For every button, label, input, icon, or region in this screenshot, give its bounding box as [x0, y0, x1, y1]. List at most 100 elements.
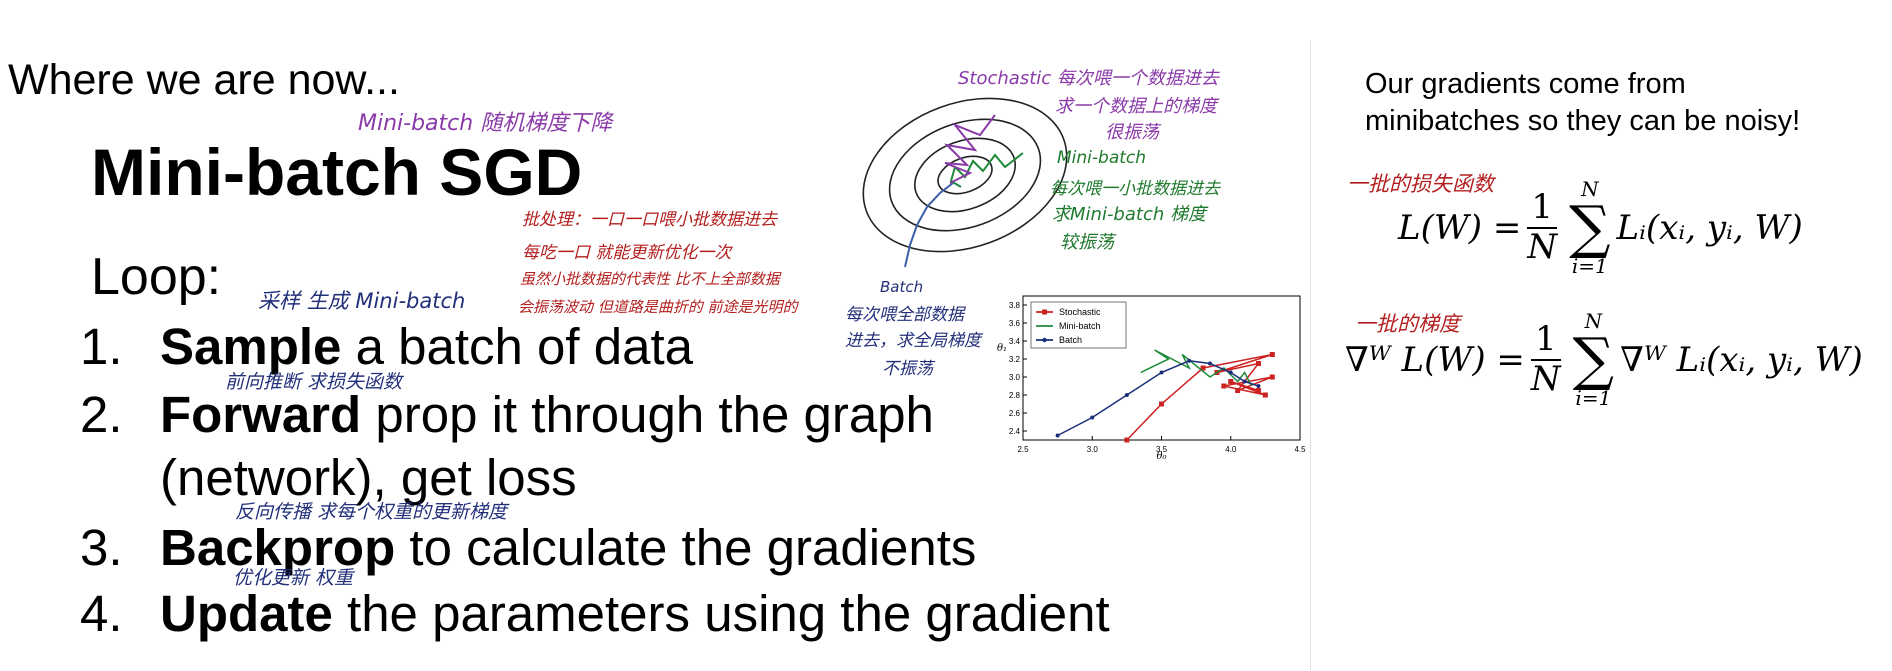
fraction-denominator: N [1527, 226, 1558, 267]
batch-note: 进去，求全局梯度 [845, 331, 981, 351]
x-tick-label: 3.5 [1156, 445, 1168, 454]
legend-label: Mini-batch [1059, 321, 1101, 331]
data-point [1055, 433, 1060, 438]
stochastic-note: Stochastic 每次喂一个数据进去 [958, 68, 1219, 89]
gradient-label: 一批的梯度 [1355, 312, 1460, 336]
sample-note: 采样 生成 Mini-batch [258, 289, 466, 313]
noise-note-line1: Our gradients come from [1365, 68, 1686, 100]
data-point [1187, 358, 1192, 363]
x-axis-label: θ₀ [1156, 451, 1166, 462]
batch-note: Batch [880, 278, 924, 296]
legend-marker [1042, 309, 1047, 315]
y-tick-label: 3.0 [1009, 373, 1021, 382]
minibatch-note: 较振荡 [1060, 232, 1114, 253]
data-point [1221, 383, 1227, 389]
y-tick-label: 3.6 [1009, 319, 1021, 328]
step-keyword: Forward [160, 386, 362, 443]
step-backprop: Backprop to calculate the gradients [160, 518, 976, 577]
step-forward-continued: (network), get loss [160, 449, 577, 506]
step-keyword: Sample [160, 318, 342, 375]
summation: N ∑ i=1 [1572, 309, 1615, 411]
x-tick-label: 4.5 [1294, 445, 1306, 454]
equation-rhs: Lᵢ(xᵢ, yᵢ, W) [1616, 207, 1803, 248]
step-update: Update the parameters using the gradient [160, 584, 1110, 643]
data-point [1255, 361, 1261, 366]
step-number: 3. [80, 519, 123, 576]
stochastic-path [944, 114, 996, 184]
batch-note: 不振荡 [882, 359, 933, 379]
y-tick-label: 3.2 [1009, 355, 1021, 364]
sum-upper-limit: N [1581, 177, 1599, 201]
batch-process-note: 每吃一口 就能更新优化一次 [522, 243, 732, 263]
data-point [1262, 392, 1268, 398]
loop-label: Loop: [91, 248, 222, 306]
x-tick-label: 2.5 [1017, 445, 1029, 454]
noise-note-line2: minibatches so they can be noisy! [1365, 105, 1801, 137]
data-point [1124, 393, 1129, 397]
contour-diagram [862, 97, 1068, 268]
data-point [1159, 370, 1164, 375]
minibatch-note: 每次喂一小批数据进去 [1050, 179, 1220, 199]
x-tick-label: 3.0 [1087, 445, 1099, 454]
update-note: 优化更新 权重 [233, 567, 354, 589]
fraction-numerator: 1 [1527, 188, 1558, 229]
data-point [1255, 388, 1261, 393]
y-axis-label: θ₁ [997, 343, 1007, 354]
batch-process-note: 会振荡波动 但道路是曲折的 前途是光明的 [518, 298, 798, 316]
data-point [1124, 437, 1130, 443]
minibatch-note: 求Mini-batch 梯度 [1052, 204, 1206, 225]
y-tick-label: 2.6 [1009, 409, 1021, 418]
fraction-numerator: 1 [1530, 320, 1561, 361]
data-point [1200, 365, 1206, 371]
legend-label: Stochastic [1059, 307, 1101, 317]
contour-ellipse [937, 155, 993, 195]
step-text: the parameters using the gradient [332, 585, 1110, 642]
y-tick-label: 3.8 [1009, 301, 1021, 310]
step-number: 1. [80, 318, 123, 375]
sum-lower-limit: i=1 [1575, 386, 1612, 411]
optimization-path-chart: 2.5 3.0 3.5 4.0 4.5 2.4 2.6 2.8 3.0 3.2 3.4 3.6 3.8 θ… [997, 295, 1306, 462]
minibatch-note: Mini-batch [1057, 148, 1147, 168]
step-number: 4. [80, 585, 123, 642]
loss-label: 一批的损失函数 [1347, 172, 1494, 196]
equation-lhs: L(W) = [1398, 207, 1522, 248]
sum-lower-limit: i=1 [1571, 254, 1608, 279]
legend-label: Batch [1059, 335, 1082, 345]
batch-process-note: 批处理：一口一口喂小批数据进去 [522, 210, 777, 230]
y-tick-label: 2.4 [1009, 427, 1021, 436]
data-point [1269, 352, 1275, 357]
y-tick-label: 3.4 [1009, 337, 1021, 346]
contour-ellipse [862, 97, 1068, 253]
batch-note: 每次喂全部数据 [845, 305, 964, 325]
step-text: a batch of data [341, 318, 694, 375]
slide-divider [1310, 40, 1311, 670]
backprop-note: 反向传播 求每个权重的更新梯度 [235, 501, 508, 523]
step-keyword: Backprop [160, 519, 396, 576]
series-line [1140, 349, 1253, 387]
step-text: prop it through the graph [361, 386, 934, 443]
data-point [1228, 370, 1233, 375]
data-point [1235, 388, 1241, 393]
sum-upper-limit: N [1584, 309, 1603, 333]
stochastic-note: 很振荡 [1105, 122, 1159, 143]
data-point [1090, 415, 1095, 420]
step-text: to calculate the gradients [395, 519, 977, 576]
fraction-denominator: N [1530, 358, 1561, 399]
minibatch-path [949, 152, 1024, 188]
batch-path [904, 182, 954, 268]
contour-ellipse [888, 118, 1042, 232]
forward-note: 前向推断 求损失函数 [225, 371, 403, 393]
batch-process-note: 虽然小批数据的代表性 比不上全部数据 [520, 270, 780, 288]
data-point [1242, 379, 1247, 384]
legend-marker [1042, 337, 1047, 343]
slide-title: Mini-batch SGD [91, 135, 583, 209]
data-point [1269, 374, 1275, 380]
contour-ellipse [913, 137, 1017, 213]
x-tick-label: 4.0 [1225, 445, 1237, 454]
summation: N ∑ i=1 [1569, 177, 1611, 279]
data-point [1256, 384, 1261, 388]
stochastic-note: 求一个数据上的梯度 [1055, 96, 1217, 117]
